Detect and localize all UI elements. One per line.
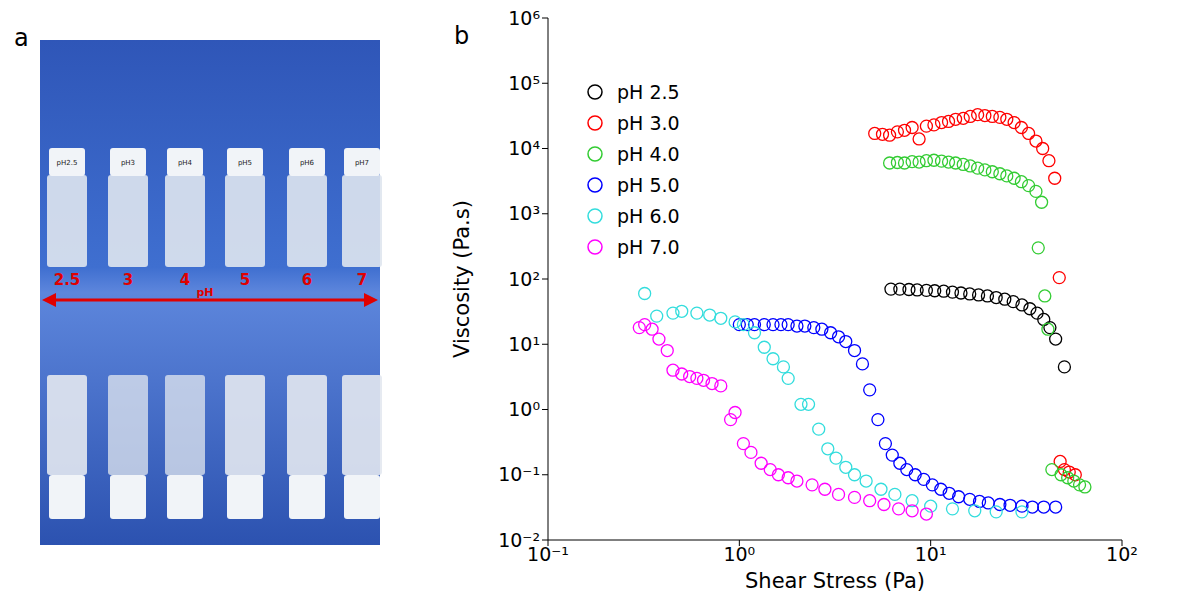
svg-text:10³: 10³ (508, 202, 540, 224)
svg-text:2.5: 2.5 (54, 271, 81, 289)
svg-text:pH3: pH3 (121, 159, 135, 167)
svg-text:7: 7 (357, 271, 367, 289)
svg-text:10⁴: 10⁴ (508, 137, 540, 159)
svg-text:a: a (14, 24, 29, 52)
svg-text:10⁻¹: 10⁻¹ (498, 463, 540, 485)
svg-text:6: 6 (302, 271, 312, 289)
html-text:pH 3.0: pH 3.0 (617, 111, 680, 134)
svg-text:10⁻¹: 10⁻¹ (527, 543, 569, 566)
svg-text:10⁰: 10⁰ (508, 398, 540, 420)
svg-text:Shear Stress (Pa): Shear Stress (Pa) (745, 569, 925, 592)
svg-text:10²: 10² (1106, 543, 1138, 565)
svg-text:pH2.5: pH2.5 (57, 159, 78, 167)
svg-text:10⁵: 10⁵ (508, 72, 540, 94)
svg-text:Viscosity (Pa.s): Viscosity (Pa.s) (450, 200, 474, 358)
svg-text:4: 4 (180, 271, 190, 289)
svg-text:3: 3 (123, 271, 133, 289)
svg-text:5: 5 (240, 271, 250, 289)
html-text:pH 2.5: pH 2.5 (617, 80, 680, 103)
html-text:pH 5.0: pH 5.0 (617, 173, 680, 196)
svg-text:10¹: 10¹ (915, 543, 947, 565)
svg-text:pH7: pH7 (355, 159, 369, 167)
html-text:pH 4.0: pH 4.0 (617, 142, 680, 165)
html-text:b: b (454, 22, 470, 50)
svg-text:pH4: pH4 (178, 159, 193, 167)
html-text:pH 7.0: pH 7.0 (617, 235, 680, 258)
svg-text:10⁶: 10⁶ (508, 7, 540, 29)
svg-text:pH5: pH5 (238, 159, 252, 167)
svg-text:10⁰: 10⁰ (723, 543, 755, 565)
svg-text:pH: pH (196, 286, 213, 299)
html-text:pH 6.0: pH 6.0 (617, 204, 680, 227)
svg-text:10²: 10² (508, 268, 540, 290)
svg-text:10⁻²: 10⁻² (498, 529, 540, 551)
svg-text:10¹: 10¹ (508, 333, 540, 355)
svg-text:pH6: pH6 (300, 159, 315, 167)
